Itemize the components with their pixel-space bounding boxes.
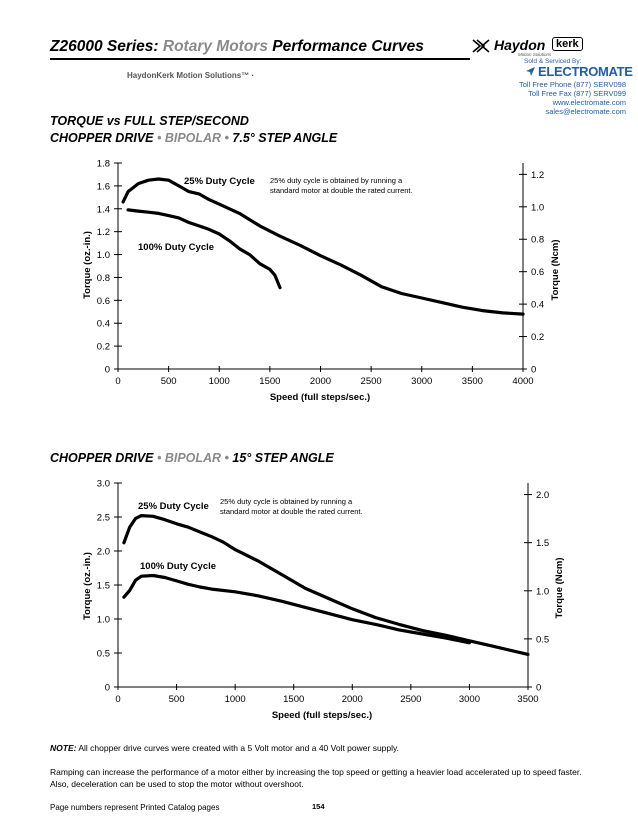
series-label-100: 100% Duty Cycle bbox=[140, 561, 216, 572]
chart2-heading-bipolar: • BIPOLAR • bbox=[153, 451, 233, 465]
y2-tick-label: 0.4 bbox=[531, 300, 544, 311]
chart2-heading-drive: CHOPPER DRIVE bbox=[50, 451, 154, 465]
chart2-heading: CHOPPER DRIVE • BIPOLAR • 15° STEP ANGLE bbox=[50, 451, 334, 465]
series-25-duty-cycle bbox=[122, 514, 530, 656]
chart1-heading-line2: CHOPPER DRIVE • BIPOLAR • 7.5° STEP ANGL… bbox=[50, 131, 337, 145]
x-tick-label: 500 bbox=[169, 694, 185, 705]
x-tick-label: 0 bbox=[115, 694, 120, 705]
y-tick-label: 1.5 bbox=[97, 581, 110, 592]
phone-number: Toll Free Phone (877) SERV098 bbox=[518, 80, 626, 89]
voltage-note: NOTE: All chopper drive curves were crea… bbox=[50, 743, 399, 753]
series-label-25: 25% Duty Cycle bbox=[184, 176, 255, 187]
y-tick-label: 1.8 bbox=[97, 159, 110, 170]
y-tick-label: 1.0 bbox=[97, 250, 110, 261]
chart1-heading-drive: CHOPPER DRIVE bbox=[50, 131, 157, 145]
x-tick-label: 0 bbox=[115, 376, 120, 387]
y2-tick-label: 0 bbox=[531, 365, 536, 376]
note-label: NOTE: bbox=[50, 743, 77, 753]
x-axis-label: Speed (full steps/sec.) bbox=[272, 710, 372, 721]
note-text: All chopper drive curves were created wi… bbox=[76, 743, 399, 753]
x-tick-label: 500 bbox=[161, 376, 177, 387]
y-axis-label: Torque (oz.-in.) bbox=[82, 231, 93, 299]
chart1-heading-angle: 7.5° STEP ANGLE bbox=[232, 131, 338, 145]
y-axis-label: Torque (oz.-in.) bbox=[82, 552, 93, 620]
x-tick-label: 1500 bbox=[259, 376, 280, 387]
y-tick-label: 0.4 bbox=[97, 319, 110, 330]
y-tick-label: 2.5 bbox=[97, 513, 110, 524]
title-product: Rotary Motors bbox=[162, 38, 268, 55]
y2-tick-label: 0.8 bbox=[531, 235, 544, 246]
y2-axis-label: Torque (Ncm) bbox=[550, 239, 561, 300]
x-tick-label: 1000 bbox=[225, 694, 246, 705]
x-tick-label: 1000 bbox=[209, 376, 230, 387]
x-tick-label: 2500 bbox=[400, 694, 421, 705]
electromate-logo-text: ELECTROMATE bbox=[538, 64, 633, 79]
y-tick-label: 1.4 bbox=[97, 204, 110, 215]
y2-tick-label: 0.6 bbox=[531, 267, 544, 278]
page-title: Z26000 Series: Rotary Motors Performance… bbox=[50, 38, 470, 56]
x-tick-label: 3500 bbox=[462, 376, 483, 387]
y-tick-label: 0 bbox=[105, 365, 110, 376]
y-tick-label: 3.0 bbox=[97, 479, 110, 490]
y2-tick-label: 1.2 bbox=[531, 170, 544, 181]
y-tick-label: 0.2 bbox=[97, 342, 110, 353]
y2-tick-label: 2.0 bbox=[536, 490, 549, 501]
chart-15-degree: 0 500 1000 1500 2000 2500 3000 350000.51.01.52.… bbox=[82, 479, 565, 722]
duty-cycle-note-line1: 25% duty cycle is obtained by running a bbox=[270, 176, 403, 185]
chart-7-5-degree: 0 500 1000 1500 2000 2500 3000 3500 400000.20.40… bbox=[82, 159, 561, 404]
logo-kerk-text: kerk bbox=[552, 37, 583, 51]
x-tick-label: 2000 bbox=[310, 376, 331, 387]
series-label-25: 25% Duty Cycle bbox=[138, 501, 209, 512]
page-numbers-note: Page numbers represent Printed Catalog p… bbox=[50, 803, 220, 812]
x-tick-label: 1500 bbox=[283, 694, 304, 705]
y2-tick-label: 0 bbox=[536, 683, 541, 694]
chart1-heading-bipolar: • BIPOLAR • bbox=[156, 131, 233, 145]
x-axis-label: Speed (full steps/sec.) bbox=[270, 392, 370, 403]
y-tick-label: 0.5 bbox=[97, 649, 110, 660]
y-tick-label: 1.0 bbox=[97, 615, 110, 626]
series-25-duty-cycle bbox=[121, 177, 525, 316]
y2-tick-label: 1.0 bbox=[536, 586, 549, 597]
title-series: Z26000 Series: bbox=[50, 38, 163, 55]
y2-axis-label: Torque (Ncm) bbox=[554, 557, 565, 618]
x-tick-label: 4000 bbox=[512, 376, 533, 387]
company-subtitle: HaydonKerk Motion Solutions™ · bbox=[127, 71, 255, 80]
chart2-heading-angle: 15° STEP ANGLE bbox=[232, 451, 334, 465]
website-link[interactable]: www.electromate.com bbox=[552, 98, 626, 107]
sold-by-label: Sold & Serviced By: bbox=[524, 58, 582, 65]
duty-cycle-note-line2: standard motor at double the rated curre… bbox=[220, 507, 363, 516]
y-tick-label: 0.8 bbox=[97, 273, 110, 284]
y2-tick-label: 0.2 bbox=[531, 332, 544, 343]
duty-cycle-note-line1: 25% duty cycle is obtained by running a bbox=[220, 497, 353, 506]
logo-tagline: Motion Solutions bbox=[518, 52, 552, 57]
y2-tick-label: 1.5 bbox=[536, 538, 549, 549]
page-number: 154 bbox=[312, 802, 325, 811]
series-100-duty-cycle bbox=[126, 208, 282, 290]
chart1-heading-line1: TORQUE vs FULL STEP/SECOND bbox=[50, 114, 249, 128]
email-link[interactable]: sales@electromate.com bbox=[545, 107, 626, 116]
y-tick-label: 0 bbox=[105, 683, 110, 694]
electromate-icon bbox=[526, 67, 535, 76]
y-tick-label: 0.6 bbox=[97, 296, 110, 307]
x-tick-label: 3000 bbox=[411, 376, 432, 387]
haydon-logo-icon bbox=[472, 39, 490, 53]
series-100-duty-cycle bbox=[122, 573, 471, 645]
x-tick-label: 2500 bbox=[361, 376, 382, 387]
logo-haydon-text: Haydon bbox=[494, 37, 546, 53]
duty-cycle-note-line2: standard motor at double the rated curre… bbox=[270, 186, 413, 195]
x-tick-label: 3000 bbox=[459, 694, 480, 705]
x-tick-label: 2000 bbox=[342, 694, 363, 705]
y2-tick-label: 1.0 bbox=[531, 202, 544, 213]
y-tick-label: 1.6 bbox=[97, 181, 110, 192]
y-tick-label: 1.2 bbox=[97, 227, 110, 238]
x-tick-label: 3500 bbox=[517, 694, 538, 705]
title-suffix: Performance Curves bbox=[267, 38, 424, 55]
y2-tick-label: 0.5 bbox=[536, 634, 549, 645]
series-label-100: 100% Duty Cycle bbox=[138, 242, 214, 253]
ramping-paragraph: Ramping can increase the performance of … bbox=[50, 767, 582, 789]
fax-number: Toll Free Fax (877) SERV099 bbox=[528, 89, 626, 98]
title-rule bbox=[50, 58, 470, 60]
y-tick-label: 2.0 bbox=[97, 547, 110, 558]
haydon-kerk-logo: Haydon kerk bbox=[472, 36, 590, 56]
